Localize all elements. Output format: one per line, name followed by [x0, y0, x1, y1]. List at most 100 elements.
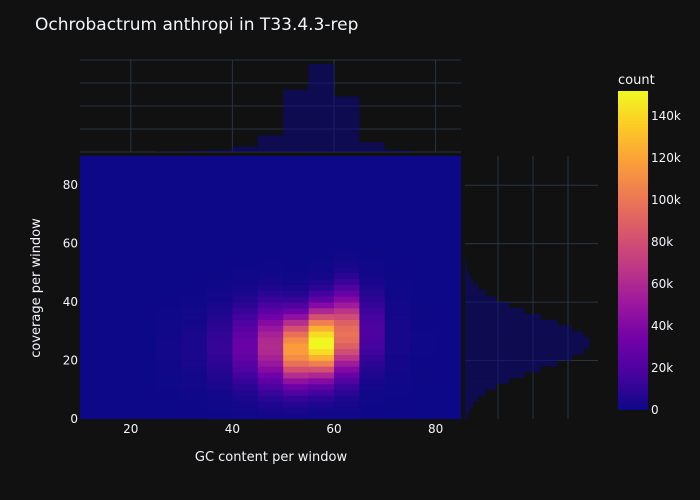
right-hist-bar	[465, 313, 541, 320]
right-hist-bar	[465, 360, 558, 367]
heatmap-cell	[257, 255, 284, 262]
heatmap-cell	[232, 325, 259, 332]
heatmap-cell	[181, 296, 208, 303]
heatmap-cell	[308, 372, 335, 379]
heatmap-cell	[384, 331, 411, 338]
heatmap-cell	[359, 407, 386, 414]
heatmap-cell	[359, 366, 386, 373]
heatmap-cell	[359, 313, 386, 320]
heatmap-cell	[283, 319, 309, 326]
heatmap-cell	[283, 284, 309, 291]
heatmap-cell	[156, 319, 182, 326]
colorbar	[618, 91, 648, 410]
right-hist-bar	[465, 395, 479, 402]
heatmap-cell	[334, 413, 360, 420]
heatmap-cell	[359, 360, 386, 367]
heatmap-cell	[181, 343, 208, 350]
heatmap-cell	[384, 372, 411, 379]
heatmap-cell	[384, 378, 411, 385]
heatmap-cell	[232, 413, 259, 420]
heatmap-cell	[232, 378, 259, 385]
colorbar-tick-label: 100k	[651, 193, 681, 207]
right-hist-bar	[465, 278, 474, 285]
heatmap-cell	[384, 302, 411, 309]
heatmap-cell	[207, 278, 233, 285]
heatmap-cell	[283, 395, 309, 402]
heatmap-cell	[283, 383, 309, 391]
heatmap-cell	[232, 296, 259, 303]
heatmap-cell	[181, 366, 208, 373]
right-hist-bar	[465, 319, 558, 326]
heatmap-cell	[283, 290, 309, 297]
chart-title: Ochrobactrum anthropi in T33.4.3-rep	[35, 15, 358, 35]
heatmap-cell	[308, 389, 335, 396]
heatmap-cell	[334, 267, 360, 274]
y-tick-label: 60	[63, 237, 78, 251]
y-tick-label: 0	[70, 412, 78, 426]
heatmap-cell	[232, 302, 259, 309]
heatmap-plot	[80, 156, 461, 420]
heatmap-cell	[257, 407, 284, 414]
y-axis-label: coverage per window	[29, 218, 44, 358]
heatmap-cell	[207, 395, 233, 402]
heatmap-cell	[334, 261, 360, 268]
heatmap-cell	[257, 383, 284, 391]
heatmap-cell	[232, 319, 259, 326]
heatmap-cell	[156, 307, 182, 315]
heatmap-cell	[283, 296, 309, 303]
heatmap-cell	[308, 395, 335, 402]
heatmap-cell	[207, 401, 233, 408]
top-hist-bar	[257, 135, 284, 152]
heatmap-cell	[156, 337, 182, 344]
heatmap-cell	[156, 372, 182, 379]
heatmap-cell	[308, 383, 335, 391]
colorbar-title: count	[618, 73, 655, 88]
heatmap-cell	[359, 337, 386, 344]
colorbar-tick-label: 60k	[651, 277, 673, 291]
heatmap-cell	[308, 413, 335, 420]
heatmap-cell	[257, 296, 284, 303]
heatmap-cell	[334, 319, 360, 326]
heatmap-cell	[181, 401, 208, 408]
heatmap-cell	[232, 267, 259, 274]
heatmap-cell	[308, 407, 335, 414]
heatmap-cell	[181, 389, 208, 396]
heatmap-cell	[156, 378, 182, 385]
heatmap-cell	[181, 319, 208, 326]
colorbar-tick-label: 0	[651, 403, 659, 417]
right-hist-bar	[465, 343, 590, 349]
heatmap-cell	[359, 272, 386, 280]
heatmap-cell	[359, 249, 386, 256]
heatmap-cell	[308, 296, 335, 303]
heatmap-cell	[232, 290, 259, 297]
heatmap-cell	[257, 307, 284, 315]
heatmap-cell	[207, 343, 233, 350]
heatmap-cell	[308, 272, 335, 280]
heatmap-cell	[257, 343, 284, 350]
heatmap-cell	[308, 331, 335, 338]
heatmap-cell	[334, 296, 360, 303]
heatmap-cell	[181, 354, 208, 361]
heatmap-cell	[334, 389, 360, 396]
right-hist-bar	[465, 307, 525, 314]
heatmap-cell	[334, 354, 360, 361]
heatmap-cell	[334, 407, 360, 414]
heatmap-cell	[156, 331, 182, 338]
right-hist-bar	[465, 284, 479, 291]
heatmap-cell	[232, 313, 259, 320]
heatmap-cell	[308, 290, 335, 297]
heatmap-cell	[384, 313, 411, 320]
heatmap-cell	[257, 348, 284, 356]
heatmap-cell	[384, 337, 411, 344]
heatmap-cell	[410, 313, 436, 320]
heatmap-cell	[156, 302, 182, 309]
heatmap-cell	[334, 278, 360, 285]
heatmap-cell	[156, 313, 182, 320]
heatmap-cell	[181, 284, 208, 291]
x-axis-label: GC content per window	[195, 450, 348, 465]
heatmap-cell	[410, 307, 436, 315]
heatmap-cell	[308, 307, 335, 315]
heatmap-cell	[283, 378, 309, 385]
heatmap-cell	[181, 383, 208, 391]
y-tick-label: 80	[63, 178, 78, 192]
